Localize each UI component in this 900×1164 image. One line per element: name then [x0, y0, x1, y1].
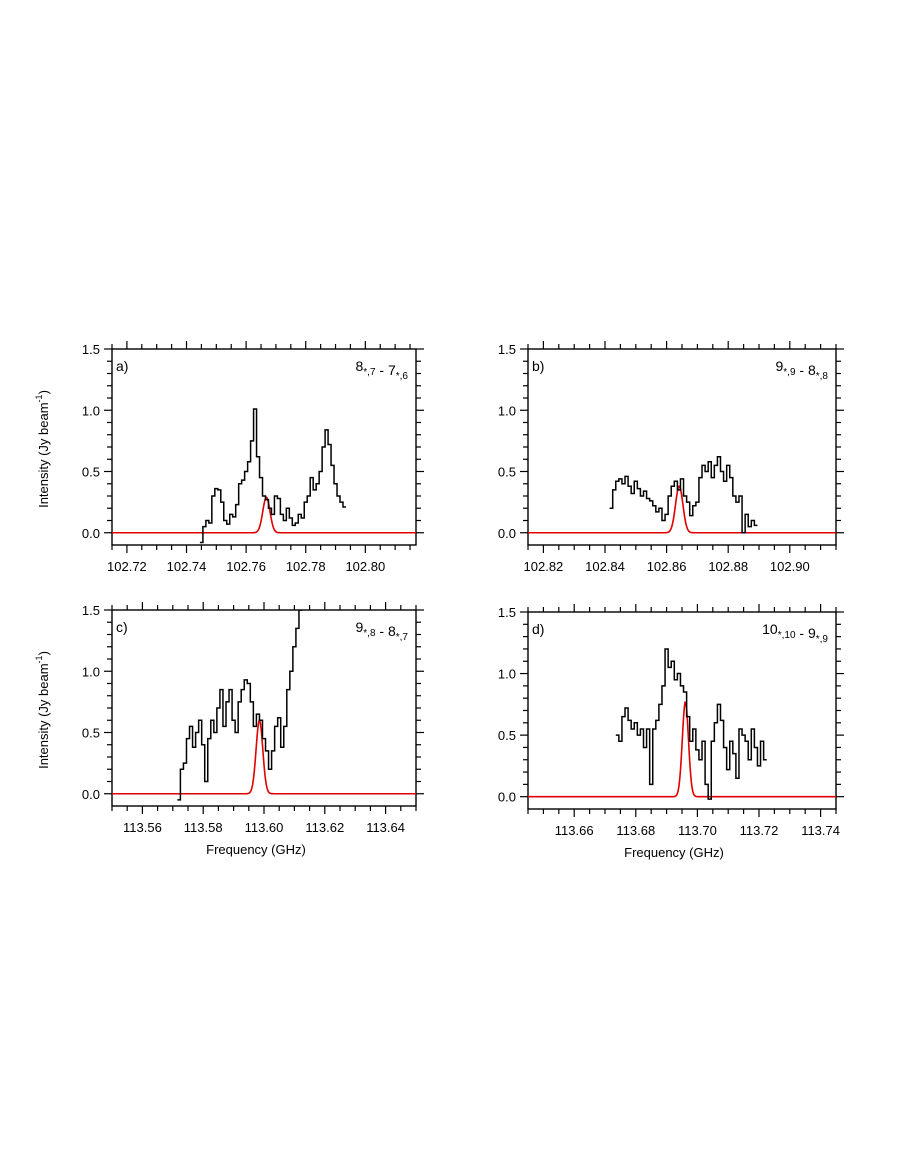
- y-tick-label: 0.5: [498, 465, 516, 480]
- x-tick-label: 102.74: [167, 559, 207, 574]
- x-tick-label: 113.60: [245, 820, 284, 835]
- y-tick-label: 0.5: [82, 465, 100, 480]
- y-tick-label: 1.0: [82, 403, 100, 418]
- transition-label: 8*,7 - 7*,6: [355, 358, 408, 382]
- y-tick-label: 0.0: [82, 526, 100, 541]
- observed-spectrum-line: [609, 456, 758, 534]
- x-tick-label: 113.56: [123, 820, 162, 835]
- panel-c: 113.56 113.58 113.60 113.62 113.64 0.0 0.5 1.0 1…: [34, 602, 424, 857]
- x-tick-label: 113.74: [801, 823, 840, 838]
- transition-label: 10*,10 - 9*,9: [762, 621, 828, 645]
- y-tick-label: 0.5: [82, 726, 100, 741]
- observed-spectrum-line: [615, 648, 767, 800]
- y-tick-label: 0.0: [498, 790, 516, 805]
- x-tick-label: 113.58: [184, 820, 223, 835]
- x-tick-label: 102.86: [647, 559, 687, 574]
- y-tick-label: 1.5: [498, 605, 516, 620]
- y-tick-label: 0.0: [498, 526, 516, 541]
- observed-spectrum-line: [177, 610, 303, 801]
- x-axis-title: Frequency (GHz): [624, 845, 724, 860]
- plot-frame: [111, 609, 417, 807]
- plot-frame: [111, 348, 417, 546]
- panel-d: 113.66 113.68 113.70 113.72 113.74 0.0 0.5 1.0 1…: [498, 604, 844, 860]
- model-fit-line: [528, 700, 836, 798]
- panel-tag: a): [116, 358, 128, 374]
- panel-tag: b): [532, 358, 544, 374]
- x-tick-label: 102.84: [585, 559, 625, 574]
- panel-a: 102.72 102.74 102.76 102.78 102.80 0.0 0.5 1.0 1…: [34, 341, 424, 574]
- x-tick-label: 113.70: [678, 823, 717, 838]
- panel-b: 102.82 102.84 102.86 102.88 102.90 0.0 0.5 1.0 1…: [498, 341, 844, 574]
- y-tick-label: 0.0: [82, 787, 100, 802]
- x-tick-label: 102.78: [286, 559, 326, 574]
- y-axis-title: Intensity (Jy beam-1): [34, 390, 51, 508]
- x-tick-label: 113.68: [616, 823, 655, 838]
- y-tick-label: 1.0: [498, 403, 516, 418]
- x-tick-label: 102.90: [770, 559, 810, 574]
- panel-tag: d): [532, 621, 544, 637]
- transition-label: 9*,8 - 8*,7: [355, 619, 408, 643]
- x-tick-label: 113.66: [555, 823, 594, 838]
- y-tick-label: 1.5: [82, 603, 100, 618]
- x-tick-label: 113.64: [366, 820, 405, 835]
- y-tick-label: 1.0: [82, 664, 100, 679]
- transition-label: 9*,9 - 8*,8: [775, 358, 828, 382]
- panel-tag: c): [116, 619, 128, 635]
- observed-spectrum-line: [199, 408, 346, 544]
- plot-frame: [527, 348, 837, 546]
- model-fit-line: [528, 485, 836, 534]
- x-tick-label: 102.80: [345, 559, 385, 574]
- x-tick-label: 102.82: [524, 559, 564, 574]
- x-tick-label: 102.72: [107, 559, 147, 574]
- x-tick-label: 102.76: [226, 559, 266, 574]
- y-tick-label: 1.5: [82, 342, 100, 357]
- x-tick-label: 102.88: [708, 559, 748, 574]
- y-axis-title: Intensity (Jy beam-1): [34, 651, 51, 769]
- x-tick-label: 113.72: [740, 823, 779, 838]
- y-tick-label: 1.0: [498, 667, 516, 682]
- y-tick-label: 1.5: [498, 342, 516, 357]
- y-tick-label: 0.5: [498, 728, 516, 743]
- x-tick-label: 113.62: [305, 820, 344, 835]
- model-fit-line: [112, 718, 416, 795]
- model-fit-line: [112, 496, 416, 534]
- plot-frame: [527, 611, 837, 810]
- x-axis-title: Frequency (GHz): [206, 842, 306, 857]
